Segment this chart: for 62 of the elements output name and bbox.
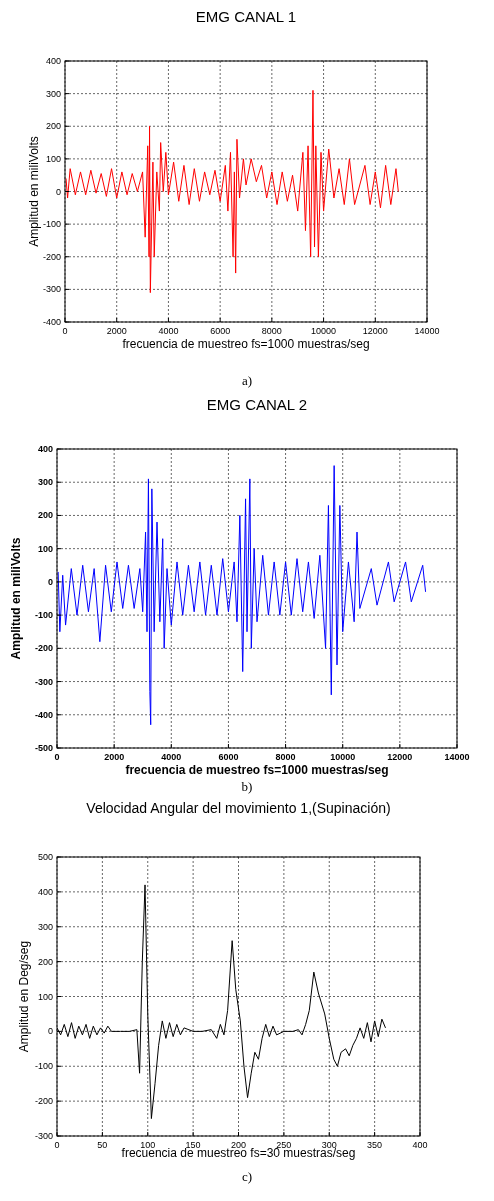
y-tick-label: -200	[34, 1096, 53, 1107]
x-tick-label: 12000	[362, 326, 388, 336]
y-tick-label: -400	[42, 317, 61, 327]
y-axis-title: Amplitud en Deg/seg	[17, 940, 31, 1053]
y-tick-label: 400	[37, 886, 53, 897]
x-axis-title: frecuencia de muestreo fs=1000 muestras/seg	[125, 763, 389, 777]
y-tick-label: -300	[34, 1131, 53, 1141]
y-tick-label: 300	[37, 921, 53, 932]
x-tick-label: 10000	[330, 752, 356, 762]
x-tick-label: 8000	[261, 326, 282, 336]
x-tick-label: 2000	[104, 752, 125, 762]
x-tick-label: 50	[97, 1140, 108, 1150]
y-tick-label: 300	[45, 88, 61, 99]
y-tick-label: 400	[45, 56, 61, 66]
text: a)	[241, 373, 253, 388]
y-tick-label: 100	[37, 543, 53, 554]
y-tick-label: 400	[37, 444, 53, 454]
text: c)	[241, 1169, 253, 1184]
line-series	[57, 465, 427, 726]
x-tick-label: 10000	[311, 326, 337, 336]
x-tick-label: 6000	[218, 752, 239, 762]
y-axis-title: Amplitud en miliVolts	[27, 136, 41, 247]
x-tick-label: 350	[367, 1140, 383, 1150]
y-tick-label: 0	[47, 1026, 53, 1037]
chart-title: Velocidad Angular del movimiento 1,(Supinación)	[86, 800, 391, 816]
y-tick-label: -400	[34, 709, 53, 720]
x-tick-label: 4000	[158, 326, 179, 336]
y-tick-label: 200	[37, 956, 53, 967]
chart-title: EMG CANAL 2	[206, 396, 308, 413]
y-tick-label: -200	[42, 251, 61, 262]
y-tick-label: -100	[34, 1061, 53, 1072]
x-tick-label: 400	[412, 1140, 428, 1150]
x-tick-label: 14000	[444, 752, 470, 762]
line-series	[65, 89, 399, 294]
y-tick-label: 0	[55, 186, 61, 197]
y-tick-label: 500	[37, 852, 53, 862]
y-tick-label: -200	[34, 643, 53, 654]
x-tick-label: 150	[185, 1140, 201, 1150]
x-axis-title: frecuencia de muestreo fs=1000 muestras/seg	[122, 337, 370, 351]
x-tick-label: 2000	[106, 326, 127, 336]
y-tick-label: 200	[37, 510, 53, 521]
x-tick-label: 200	[230, 1140, 247, 1150]
chart-title: EMG CANAL 1	[195, 8, 297, 25]
y-tick-label: 100	[45, 153, 61, 164]
y-tick-label: -100	[42, 219, 61, 230]
y-tick-label: -300	[34, 676, 53, 687]
y-tick-label: 200	[45, 121, 61, 132]
x-tick-label: 4000	[161, 752, 182, 762]
x-tick-label: 12000	[387, 752, 413, 762]
x-tick-label: 100	[140, 1140, 156, 1150]
y-tick-label: -300	[42, 284, 61, 295]
text: b)	[241, 779, 253, 794]
y-axis-title: Amplitud en miliVolts	[9, 537, 23, 660]
x-tick-label: 14000	[414, 326, 440, 336]
x-tick-label: 8000	[275, 752, 296, 762]
y-tick-label: 0	[47, 576, 53, 587]
x-tick-label: 0	[62, 326, 68, 336]
y-tick-label: 100	[37, 991, 53, 1002]
y-tick-label: -500	[34, 743, 53, 753]
y-tick-label: 300	[37, 477, 53, 488]
x-tick-label: 6000	[210, 326, 231, 336]
y-tick-label: -100	[34, 610, 53, 621]
